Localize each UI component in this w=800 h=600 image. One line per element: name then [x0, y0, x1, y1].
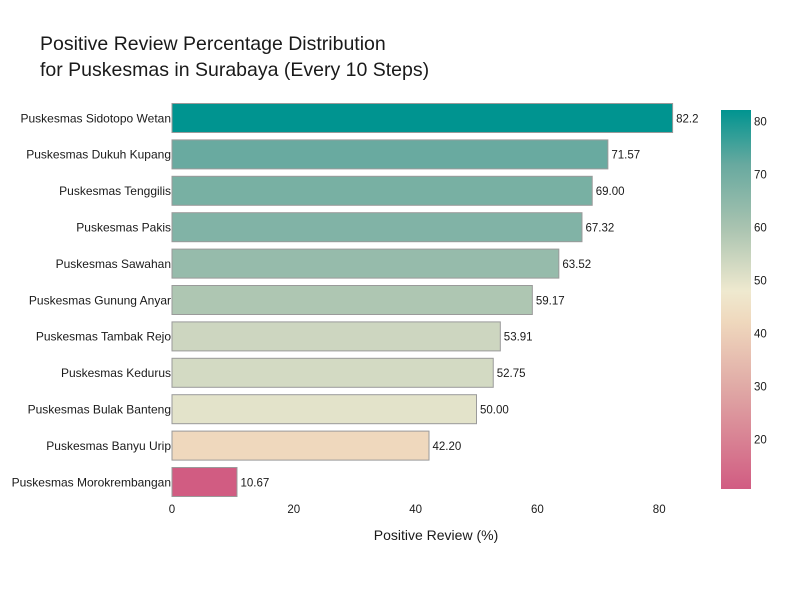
- x-tick-label: 60: [531, 504, 544, 516]
- value-label: 50.00: [480, 405, 509, 417]
- value-label: 53.91: [504, 332, 533, 344]
- category-label: Puskesmas Sawahan: [56, 257, 171, 271]
- colorbar-tick-label: 40: [754, 329, 767, 341]
- x-axis-title: Positive Review (%): [374, 527, 498, 543]
- bar: [171, 139, 609, 170]
- x-tick-label: 0: [169, 504, 175, 516]
- x-tick-label: 80: [653, 504, 666, 516]
- category-label: Puskesmas Pakis: [76, 221, 171, 235]
- category-label: Puskesmas Banyu Urip: [46, 439, 171, 453]
- colorbar: 20 30 40 50 60 70 80: [721, 110, 767, 489]
- colorbar-tick-label: 60: [754, 223, 767, 235]
- bar: [171, 467, 238, 497]
- colorbar-gradient: [721, 110, 751, 489]
- value-label: 67.32: [585, 223, 614, 235]
- bar: [171, 248, 560, 279]
- bar: [171, 394, 477, 425]
- value-label: 10.67: [240, 477, 269, 489]
- value-label: 63.52: [562, 259, 591, 271]
- bar: [171, 321, 501, 352]
- category-label: Puskesmas Tambak Rejo: [36, 330, 171, 344]
- category-label: Puskesmas Morokrembangan: [12, 475, 171, 489]
- category-label: Puskesmas Sidotopo Wetan: [20, 111, 171, 125]
- bar: [171, 212, 583, 243]
- x-tick-label: 40: [409, 504, 422, 516]
- colorbar-tick-label: 20: [754, 435, 767, 447]
- category-label: Puskesmas Dukuh Kupang: [26, 148, 171, 162]
- colorbar-tick-label: 80: [754, 117, 767, 129]
- category-label: Puskesmas Bulak Banteng: [28, 403, 171, 417]
- value-label: 71.57: [611, 150, 640, 162]
- bar: [171, 103, 674, 133]
- colorbar-tick-label: 30: [754, 382, 767, 394]
- bars-layer: Puskesmas Sidotopo Wetan 82.2 Puskesmas Du…: [12, 103, 698, 497]
- bar: [171, 285, 533, 315]
- bar: [171, 175, 593, 206]
- category-label: Puskesmas Tenggilis: [59, 184, 171, 198]
- value-label: 82.2: [676, 113, 698, 125]
- value-label: 42.20: [432, 441, 461, 453]
- category-label: Puskesmas Kedurus: [61, 366, 171, 380]
- bar: [171, 430, 430, 461]
- colorbar-tick-label: 50: [754, 276, 767, 288]
- value-label: 59.17: [536, 295, 565, 307]
- x-axis: 0 20 40 60 80: [169, 504, 666, 516]
- value-label: 52.75: [497, 368, 526, 380]
- value-label: 69.00: [596, 186, 625, 198]
- chart-title: Positive Review Percentage Distribution …: [40, 33, 430, 81]
- colorbar-tick-label: 70: [754, 170, 767, 182]
- category-label: Puskesmas Gunung Anyar: [29, 293, 171, 307]
- x-tick-label: 20: [287, 504, 300, 516]
- bar: [171, 357, 494, 388]
